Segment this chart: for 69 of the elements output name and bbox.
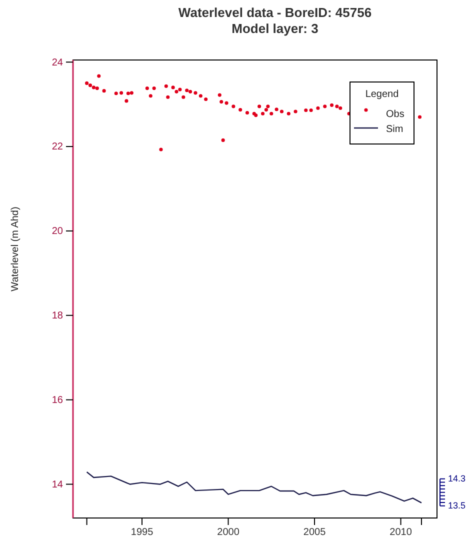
legend-label: Obs (386, 109, 404, 120)
point (159, 148, 163, 152)
point (204, 97, 208, 102)
y2-tick-label: 14.3 (448, 474, 466, 484)
point (97, 74, 101, 78)
point (126, 92, 130, 96)
point (330, 103, 334, 107)
point (88, 84, 92, 88)
point (92, 86, 96, 90)
line-series (86, 471, 422, 504)
point (145, 86, 149, 90)
point (280, 110, 284, 114)
point (238, 108, 242, 112)
point (316, 106, 320, 110)
point (120, 91, 124, 95)
point (221, 138, 225, 142)
point (224, 101, 228, 105)
point (274, 108, 278, 112)
point (102, 89, 106, 93)
x-tick-label: 2010 (390, 527, 412, 538)
y-axis-title: Waterlevel (m Ahd) (10, 206, 21, 292)
point (264, 108, 268, 112)
point (174, 90, 178, 94)
point (270, 112, 274, 116)
chart-title: Waterlevel data - BoreID: 45756 (178, 5, 372, 20)
chart-subtitle: Model layer: 3 (232, 21, 318, 36)
y-tick-label: 18 (52, 310, 64, 322)
y-tick-label: 16 (52, 395, 64, 406)
point (266, 104, 270, 108)
point (335, 104, 339, 108)
point (294, 110, 298, 114)
point (185, 88, 189, 92)
point (152, 86, 156, 90)
point (418, 115, 422, 119)
x-tick-label: 1995 (130, 527, 154, 538)
x-tick-label: 2005 (303, 527, 326, 538)
point (194, 91, 198, 95)
point (198, 94, 202, 98)
point (188, 90, 192, 94)
point (220, 100, 224, 104)
point (182, 95, 186, 99)
y-tick-label: 24 (52, 57, 64, 68)
point (260, 112, 265, 116)
x-tick-label: 2000 (217, 527, 240, 538)
point (258, 104, 262, 108)
point (323, 104, 327, 108)
y-tick-label: 22 (52, 142, 64, 153)
point (148, 94, 152, 98)
point (130, 91, 134, 95)
point (245, 110, 250, 115)
point (85, 81, 89, 85)
point (218, 93, 222, 97)
point (164, 84, 168, 88)
point (286, 112, 290, 116)
y-tick-label: 20 (52, 226, 64, 238)
point (171, 86, 175, 90)
point (338, 106, 342, 110)
legend-label: Sim (386, 124, 404, 135)
y2-tick-label: 13.5 (448, 500, 466, 511)
point (304, 108, 308, 112)
point (114, 92, 118, 96)
point (95, 86, 99, 90)
legend-title: Legend (365, 89, 399, 100)
point (124, 99, 128, 103)
point (178, 88, 182, 92)
point (309, 108, 313, 112)
y-tick-label: 14 (52, 479, 64, 490)
point (166, 95, 170, 99)
point (232, 104, 236, 108)
